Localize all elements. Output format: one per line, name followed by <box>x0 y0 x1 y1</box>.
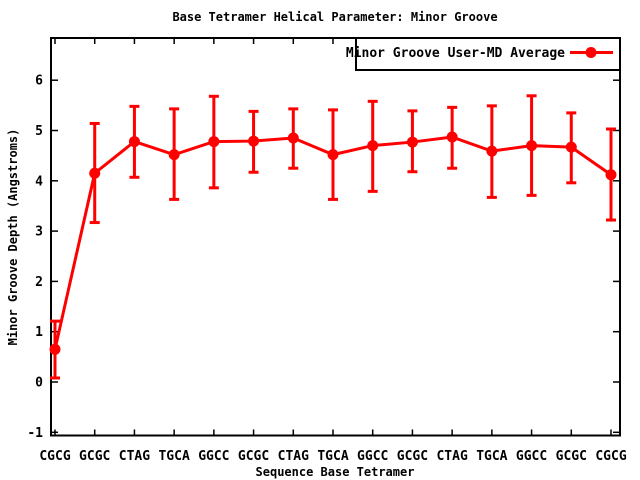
plot-frame <box>50 37 621 437</box>
x-tick-label: GGCC <box>198 449 229 464</box>
y-tick-label: 1 <box>35 325 43 340</box>
y-tick-label: 4 <box>35 174 43 189</box>
x-tick-label: CGCG <box>39 449 70 464</box>
data-point-GGCC <box>208 136 220 148</box>
x-tick-label: CGCG <box>595 449 626 464</box>
x-tick-label: TGCA <box>476 449 507 464</box>
legend: Minor Groove User-MD Average <box>346 37 621 71</box>
x-tick-label: GCGC <box>556 449 587 464</box>
data-point-GGCC <box>367 140 379 152</box>
data-point-CGCG <box>49 343 61 355</box>
x-tick-label: TGCA <box>317 449 348 464</box>
x-tick-label: GGCC <box>357 449 388 464</box>
y-tick-label: -1 <box>27 426 43 441</box>
legend-sample-point-icon <box>585 47 597 58</box>
y-tick-label: 5 <box>35 124 43 139</box>
legend-label: Minor Groove User-MD Average <box>346 46 565 61</box>
data-point-CTAG <box>128 136 140 148</box>
data-point-TGCA <box>327 149 339 161</box>
data-point-GCGC <box>248 135 260 147</box>
data-point-GCGC <box>89 167 101 179</box>
x-tick-label: CTAG <box>278 449 309 464</box>
y-tick-label: 0 <box>35 376 43 391</box>
y-axis-label: Minor Groove Depth (Angstroms) <box>6 129 20 346</box>
x-tick-label: GCGC <box>238 449 269 464</box>
data-point-GGCC <box>526 140 538 152</box>
plot-area: CGCG GCGC CTAG TGCA GGCC GCGC CTAG TGCA GGCC GCGC… <box>27 37 627 464</box>
y-tick-label: 6 <box>35 74 43 89</box>
x-tick-label: CTAG <box>119 449 150 464</box>
x-tick-label: GGCC <box>516 449 547 464</box>
x-tick-label: GCGC <box>397 449 428 464</box>
data-point-CTAG <box>287 132 299 144</box>
chart-title: Base Tetramer Helical Parameter: Minor G… <box>172 10 497 24</box>
data-point-TGCA <box>168 149 180 161</box>
x-axis-label: Sequence Base Tetramer <box>256 465 415 479</box>
x-tick-label: CTAG <box>436 449 467 464</box>
data-point-CGCG <box>605 169 617 181</box>
data-point-TGCA <box>486 145 498 157</box>
x-tick-label: TGCA <box>158 449 189 464</box>
data-point-GCGC <box>406 136 418 148</box>
x-tick-label: GCGC <box>79 449 110 464</box>
data-point-CTAG <box>446 131 458 143</box>
data-point-GCGC <box>565 141 577 153</box>
y-tick-label: 3 <box>35 225 43 240</box>
y-tick-label: 2 <box>35 275 43 290</box>
